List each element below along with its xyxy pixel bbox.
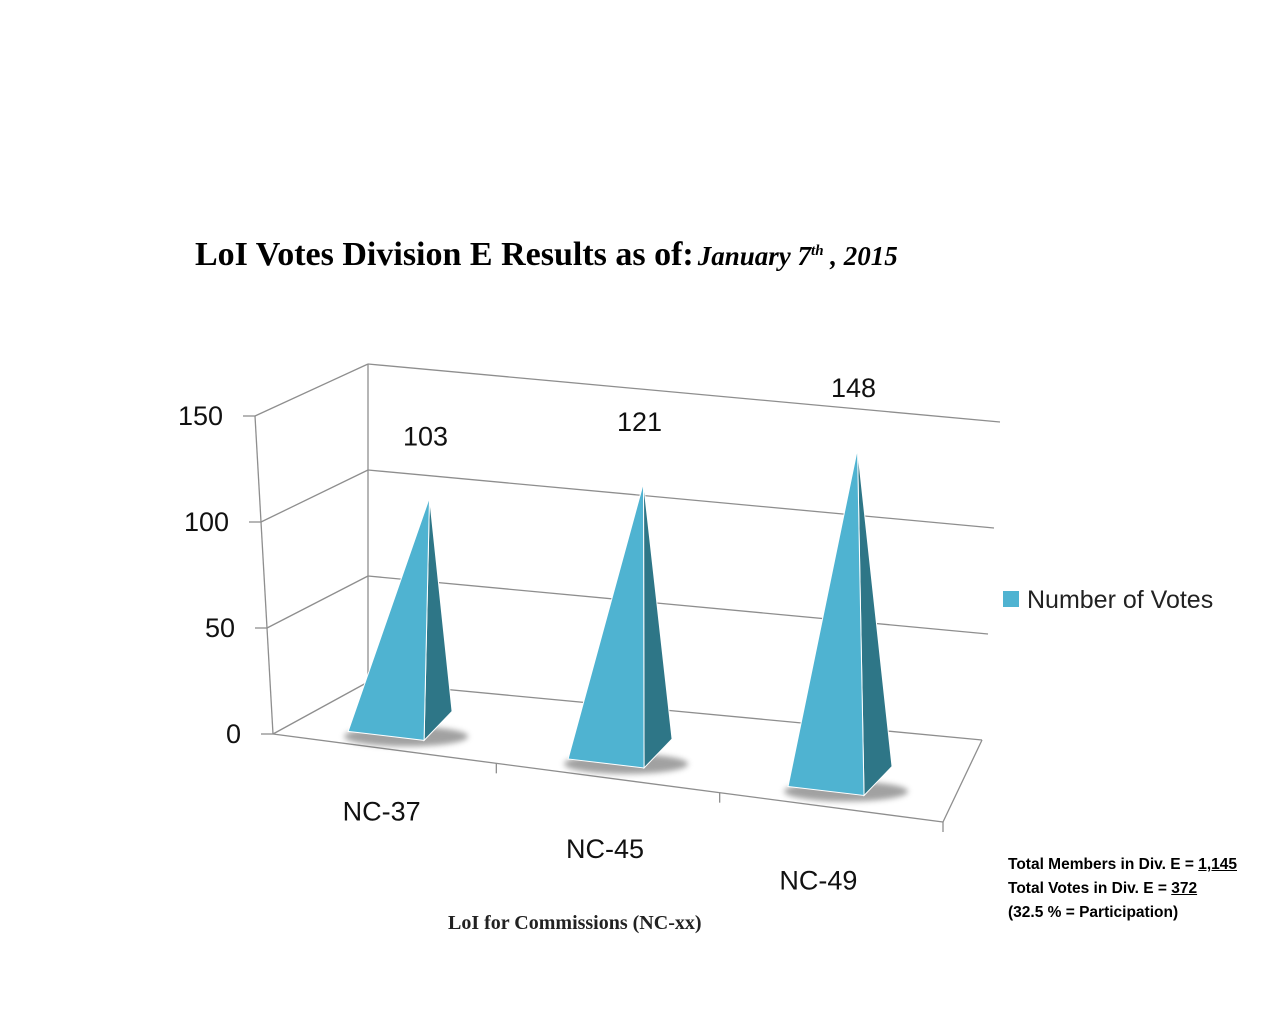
totals-summary: Total Members in Div. E = 1,145 Total Vo… [1008,853,1237,925]
gridline-side-50 [266,575,369,629]
y-axis-line [254,415,274,735]
data-label: 148 [831,373,876,403]
date-suffix: , 2015 [830,241,898,271]
chart-title-date: January 7th , 2015 [698,241,898,271]
floor-right-edge [942,739,983,823]
x-axis-label: LoI for Commissions (NC-xx) [448,912,702,934]
chart-legend: Number of Votes [1003,586,1213,615]
total-members-label: Total Members in Div. E = [1008,856,1199,873]
total-votes-value: 372 [1171,880,1198,897]
date-superscript: th [811,243,824,259]
y-tick-label: 50 [205,613,235,643]
bar-side-face [643,482,673,770]
gridline-back-50 [367,575,989,635]
bar-front-face [347,497,430,741]
y-tick-label: 150 [178,401,223,431]
y-tick-label: 100 [184,507,229,537]
total-members-value: 1,145 [1198,856,1238,873]
x-tick-label: NC-37 [343,797,421,827]
floor-back-edge [367,681,983,741]
chart-title: LoI Votes Division E Results as of: Janu… [195,236,898,274]
participation-line: (32.5 % = Participation) [1008,904,1179,921]
gridline-back-100 [367,469,995,529]
legend-label: Number of Votes [1027,586,1214,614]
gridline-side-100 [260,469,369,523]
data-label: 103 [403,421,448,451]
date-prefix: January 7 [697,241,812,271]
total-votes-line: Total Votes in Div. E = 372 [1008,877,1237,901]
gridline-back-150 [367,363,1001,423]
bar-front-face [787,448,865,797]
y-tick-label: 0 [226,719,241,749]
total-members-line: Total Members in Div. E = 1,145 [1008,853,1237,877]
legend-swatch [1003,591,1019,608]
x-tick-label: NC-45 [566,834,644,864]
chart-title-main: LoI Votes Division E Results as of: [195,236,694,273]
floor-front-edge [272,733,944,823]
floor-left-edge [272,681,369,735]
bar-front-face [567,482,645,769]
total-votes-label: Total Votes in Div. E = [1008,880,1172,897]
data-label: 121 [617,407,662,437]
x-tick-label: NC-49 [779,865,857,895]
gridline-side-150 [254,363,369,417]
